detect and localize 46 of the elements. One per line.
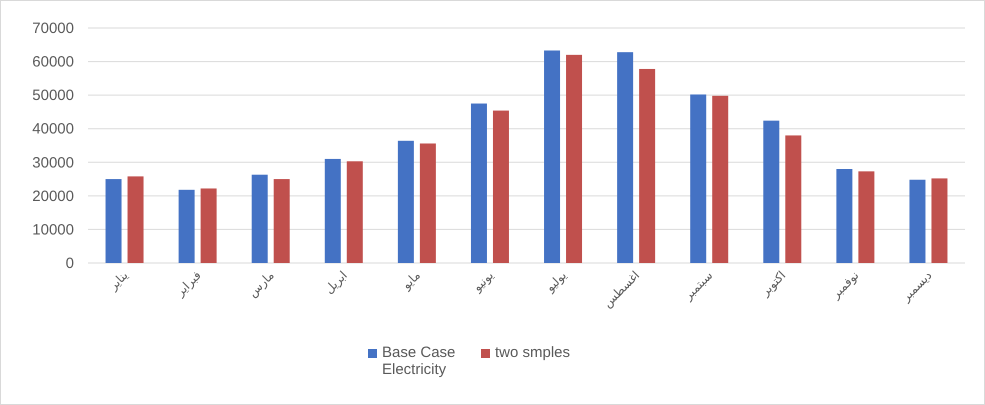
bar	[346, 161, 363, 263]
bar	[470, 104, 487, 263]
x-tick-label: فبراير	[172, 268, 204, 300]
legend-label: Base Case Electricity	[382, 344, 456, 378]
bar	[566, 54, 582, 263]
legend-label: two smples	[495, 344, 570, 361]
y-tick-label: 50000	[32, 87, 74, 104]
bar	[398, 140, 414, 263]
x-tick-label: نوفمبر	[828, 268, 862, 302]
bar	[785, 135, 802, 263]
x-tick-label: ديسمبر	[898, 268, 935, 305]
y-tick-label: 10000	[32, 221, 74, 238]
bar	[931, 178, 948, 263]
bar	[106, 179, 122, 263]
bar	[712, 96, 728, 263]
y-tick-label: 30000	[32, 154, 74, 172]
bar	[858, 171, 874, 263]
x-tick-label: ابريل	[322, 268, 350, 296]
x-tick-label: يوليو	[542, 268, 570, 296]
bar	[639, 68, 656, 263]
bar	[252, 174, 268, 263]
bar	[200, 188, 217, 263]
x-tick-label: مارس	[245, 268, 277, 300]
bar	[909, 180, 926, 263]
x-tick-label: اكتوبر	[757, 268, 788, 300]
x-tick-label: يناير	[106, 268, 131, 294]
bar	[178, 190, 195, 263]
bar	[324, 158, 341, 263]
bar	[128, 176, 144, 263]
y-tick-label: 70000	[32, 20, 74, 37]
bar	[492, 110, 509, 263]
bar	[836, 169, 852, 263]
bar	[763, 120, 780, 263]
bar	[420, 143, 436, 263]
y-tick-label: 20000	[32, 188, 74, 205]
y-tick-label: 40000	[32, 120, 74, 138]
bar	[274, 179, 290, 263]
bar	[544, 50, 560, 263]
y-tick-label: 60000	[32, 54, 74, 71]
y-tick-label: 0	[66, 255, 74, 272]
bar	[617, 52, 634, 263]
bar	[690, 94, 706, 263]
x-tick-label: اغسطس	[600, 268, 642, 310]
x-tick-label: يونيو	[469, 268, 496, 295]
x-tick-label: سبتمبر	[680, 268, 716, 304]
x-tick-label: مايو	[398, 268, 423, 293]
